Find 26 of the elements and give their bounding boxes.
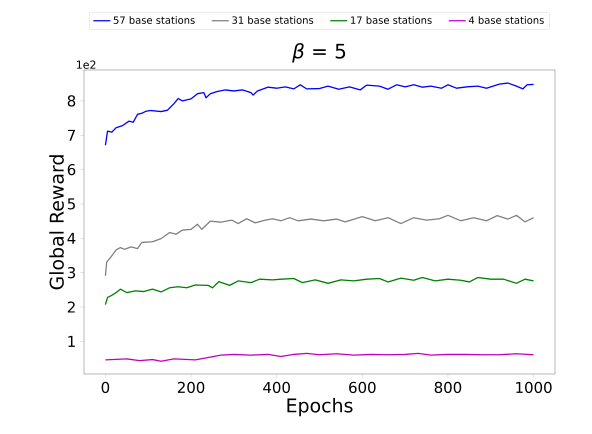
legend-label: 57 base stations (114, 16, 195, 24)
y-tick-label: 7 (68, 130, 75, 141)
y-tick-label: 8 (68, 95, 76, 107)
x-tick-label: 0 (102, 382, 110, 394)
y-tick-label: 6 (68, 164, 76, 176)
line-series (104, 214, 534, 276)
y-axis-title: Global Reward (49, 155, 64, 290)
y-tick-label: 1 (68, 336, 75, 347)
y-tick-label: 2 (68, 301, 75, 313)
x-tick-label: 400 (263, 382, 290, 394)
line-series (104, 352, 534, 362)
line-series (104, 276, 534, 306)
legend-label: 17 base stations (351, 16, 432, 24)
legend-label: 4 base stations (468, 16, 544, 24)
x-axis-title: Epochs (287, 398, 353, 416)
x-tick-label: 600 (349, 382, 376, 394)
chart-title: β = 5 (292, 43, 346, 62)
legend-label: 31 base stations (232, 16, 314, 24)
y-tick-label: 3 (68, 267, 76, 278)
y-tick-label: 4 (67, 232, 76, 244)
text: 1e2 (76, 60, 96, 69)
x-tick-label: 800 (434, 382, 462, 394)
x-tick-label: 200 (178, 382, 204, 394)
line-series (104, 82, 534, 146)
x-tick-label: 1000 (516, 382, 552, 394)
y-tick-label: 5 (68, 198, 75, 210)
